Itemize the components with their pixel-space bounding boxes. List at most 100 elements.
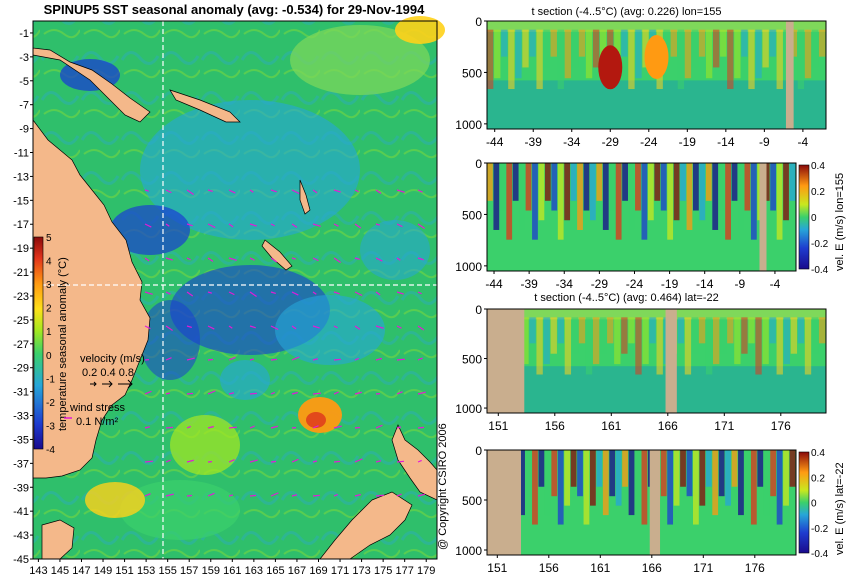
tsec-lon-y-tick-label: 500 [462, 66, 482, 80]
tsec-lat-column [727, 317, 734, 344]
tsec-lon-column [564, 29, 572, 79]
tsec-lon-title: t section (-4..5°C) (avg: 0.226) lon=155 [532, 6, 722, 18]
vsec-lon-column [770, 163, 777, 211]
vsec-lat-column [538, 450, 545, 487]
wind-stress-arrow [228, 494, 234, 497]
tsec-lat-column [797, 317, 805, 344]
wind-stress-arrow [207, 223, 216, 229]
tsec-lat-column [642, 317, 649, 365]
tsec-lon-column [776, 29, 783, 90]
vsec-lon-column [776, 163, 783, 240]
wind-stress-arrow [207, 291, 212, 294]
tsec-lat-column [550, 317, 557, 354]
vsec-lon-x-tick-label: -39 [520, 277, 538, 291]
tsec-lon-surface-layer [487, 21, 826, 32]
wind-stress-arrow [249, 325, 256, 329]
tsec-lat-x-tick-label: 161 [601, 419, 621, 433]
tsec-lat-column [705, 317, 713, 375]
wind-stress-arrow [375, 291, 381, 296]
vsec-lon-column [699, 163, 706, 221]
wind-stress-arrow [144, 460, 154, 463]
vsec-lon-column [718, 163, 725, 211]
tsec-lon-column [578, 29, 586, 57]
wind-stress-arrow [291, 291, 299, 296]
map-lon-tick-label: 169 [309, 565, 327, 577]
vsec-lat-y-tick-label: 500 [462, 494, 482, 508]
vsec-lon-column [602, 163, 609, 230]
wind-stress-arrow [375, 257, 383, 262]
tsec-lon-x-tick-label: -39 [525, 135, 543, 149]
vsec-lon-column [725, 163, 731, 240]
tsec-lon-column [804, 29, 812, 79]
vsec-lat-colorbar-tick-label: 0 [811, 499, 817, 510]
tsec-lon-column [501, 29, 508, 57]
wind-stress-arrow [396, 257, 401, 261]
wind-stress-arrow [228, 459, 235, 463]
vsec-lat-column [680, 450, 686, 487]
wind-stress-arrow [312, 189, 318, 194]
vsec-lon-column [615, 163, 622, 240]
tsec-lon-column [727, 29, 734, 90]
tsec-lat-y-tick-label: 0 [475, 303, 482, 317]
tsec-lat-title: t section (-4..5°C) (avg: 0.464) lat=-22 [534, 292, 718, 304]
map-lon-ticks: 143 145 147 149 151 153 155 157 159 161 163 165 167 1… [29, 559, 435, 577]
wind-stress-arrow [270, 189, 277, 193]
tsec-lat-column [557, 317, 564, 344]
vsec-lat-colorbar-tick-label: 0.4 [811, 448, 825, 459]
wind-stress-arrow [354, 391, 362, 395]
vsec-lon-column [712, 163, 719, 230]
map-colorbar-tick-label: -2 [46, 398, 55, 409]
tsec-lon-column [508, 29, 515, 90]
vsec-lon-colorbar-label: vel. E (m/s) lon=155 [834, 173, 846, 271]
wind-stress-arrow [333, 257, 341, 264]
vsec-lat-column [519, 450, 525, 516]
wind-stress-arrow [396, 493, 402, 497]
wind-stress-arrow [144, 189, 149, 192]
vsec-lat-column [641, 450, 648, 525]
tsec-lat-column [571, 317, 579, 354]
tsec-lat-column [698, 317, 706, 344]
wind-stress-arrow [249, 223, 257, 227]
wind-stress-arrow [207, 325, 215, 330]
wind-stress-arrow [333, 391, 339, 395]
map-lon-tick-label: 155 [158, 565, 176, 577]
wind-stress-arrow [228, 189, 236, 194]
tsec-lon-column [720, 29, 727, 57]
tsec-lon-column [550, 29, 557, 57]
vsec-lon-colorbar-tick-label: 0.4 [811, 161, 825, 172]
tsec-lat-column [677, 317, 685, 344]
map-lon-tick-label: 165 [266, 565, 284, 577]
wind-stress-arrow [396, 460, 405, 463]
tsec-lat-column [818, 317, 826, 344]
vsec-lon-x-tick-label: -19 [661, 277, 679, 291]
wind-stress-arrow [396, 223, 403, 228]
vsec-lat-topography-mask [649, 450, 661, 555]
vsec-lat-column [750, 450, 757, 525]
map-lon-tick-label: 157 [180, 565, 198, 577]
wind-stress-arrow [207, 189, 213, 193]
tsec-lat-column [635, 317, 642, 375]
vsec-lat-column [551, 450, 558, 497]
vsec-lon-column [641, 163, 648, 240]
wind-stress-arrow [249, 291, 257, 298]
tsec-lat-land-mask [487, 309, 525, 413]
tsec-lat-column [769, 317, 776, 344]
tsec-lon-column [677, 29, 685, 90]
wind-stress-arrow [333, 291, 340, 295]
vsec-lon-column [789, 163, 796, 201]
tsec-lat-column [684, 317, 692, 375]
wind-stress-arrow [165, 223, 170, 227]
wind-stress-arrow [417, 357, 423, 361]
map-colorbar-tick-label: -1 [46, 374, 55, 385]
map-lat-tick-label: -5 [19, 76, 29, 88]
map-lat-tick-label: -23 [13, 291, 29, 303]
vsec-lat-column [622, 450, 628, 487]
vsec-lon-column [635, 163, 641, 211]
vsec-lon-topography-mask [759, 163, 767, 271]
wind-stress-arrow [165, 291, 171, 295]
tsec-lon-x-tick-label: -14 [717, 135, 735, 149]
wind-stress-arrow [249, 189, 254, 193]
wind-stress-arrow [417, 493, 425, 497]
tsec-lat-x-tick-label: 151 [488, 419, 508, 433]
